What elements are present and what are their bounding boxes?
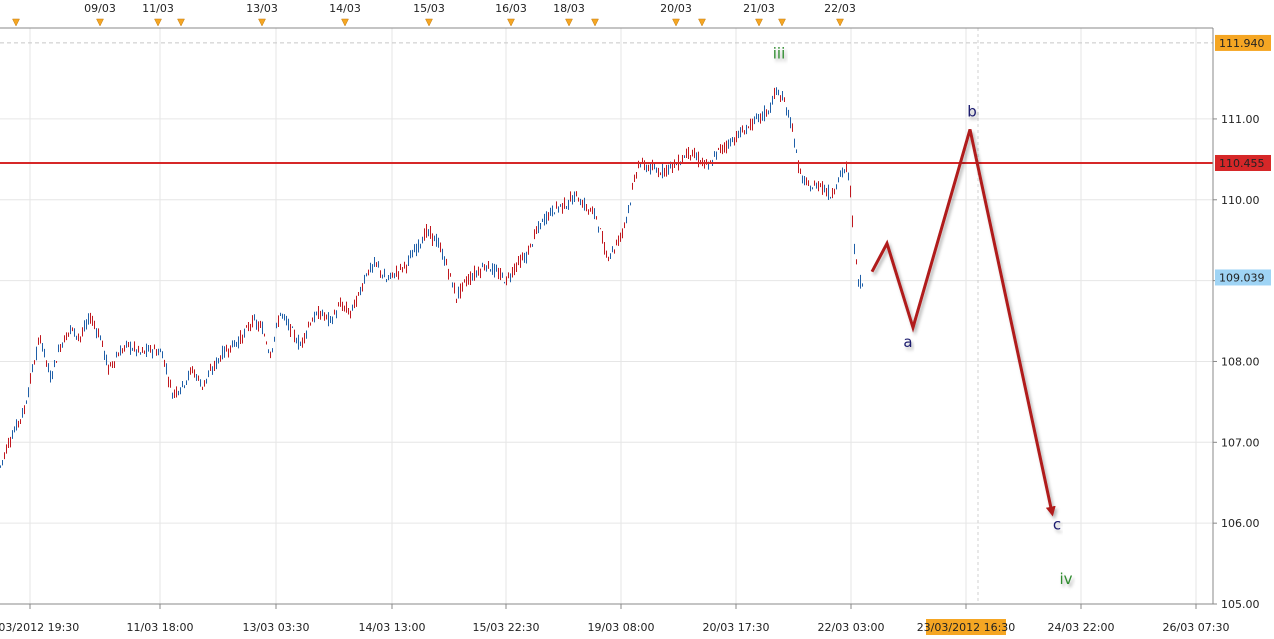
wave-label-iv: iv <box>1059 570 1072 588</box>
event-marker-icon <box>12 18 20 27</box>
time-axis: 07/03/2012 19:30 11/03 18:00 13/03 03:30 14… <box>0 604 1229 635</box>
event-marker-icon <box>154 18 162 27</box>
x-tick-label: 13/03 03:30 <box>243 621 310 634</box>
top-date-label: 15/03 <box>413 2 445 15</box>
x-tick-label: 24/03 22:00 <box>1048 621 1115 634</box>
x-tick-label: 14/03 13:00 <box>359 621 426 634</box>
y-tick-label: 106.00 <box>1221 517 1260 530</box>
price-tag-label: 111.940 <box>1219 37 1265 50</box>
x-tick-label: 15/03 22:30 <box>473 621 540 634</box>
y-tick-label: 107.00 <box>1221 436 1260 449</box>
event-marker-icon <box>755 18 763 27</box>
top-date-label: 20/03 <box>660 2 692 15</box>
event-marker-icon <box>177 18 185 27</box>
event-marker-icon <box>778 18 786 27</box>
price-levels <box>0 42 1213 164</box>
price-axis: 105.00106.00107.00108.00109.00110.00111.… <box>1213 34 1271 611</box>
y-tick-label: 108.00 <box>1221 355 1260 368</box>
event-marker-icon <box>96 18 104 27</box>
projection-line-group <box>870 129 1056 517</box>
x-tick-label: 22/03 03:00 <box>818 621 885 634</box>
y-tick-label: 110.00 <box>1221 194 1260 207</box>
price-tag <box>1215 269 1271 286</box>
wave-labels: iii a b c iv <box>773 44 1073 587</box>
wave-label-b: b <box>967 103 977 121</box>
top-date-label: 11/03 <box>142 2 174 15</box>
top-date-label: 16/03 <box>495 2 527 15</box>
x-tick-label: 23/03/2012 16:30 <box>917 621 1016 634</box>
event-marker-icon <box>258 18 266 27</box>
price-tag <box>1215 34 1271 51</box>
projection-line <box>870 129 1056 517</box>
projection-path <box>870 129 1056 517</box>
price-tag <box>1215 154 1271 171</box>
event-marker-icon <box>672 18 680 27</box>
event-marker-icon <box>698 18 706 27</box>
x-highlight-tag <box>926 619 1006 635</box>
wave-label-c: c <box>1053 516 1061 534</box>
candlesticks <box>0 87 863 468</box>
x-tick-label: 20/03 17:30 <box>703 621 770 634</box>
event-marker-icon <box>341 18 349 27</box>
x-tick-label: 19/03 08:00 <box>588 621 655 634</box>
top-date-label: 13/03 <box>246 2 278 15</box>
top-date-label: 09/03 <box>84 2 116 15</box>
top-date-label: 22/03 <box>824 2 856 15</box>
x-tick-label: 26/03 07:30 <box>1163 621 1230 634</box>
x-tick-label: 07/03/2012 19:30 <box>0 621 79 634</box>
plot-area <box>0 28 1213 604</box>
x-tick-label: 11/03 18:00 <box>127 621 194 634</box>
event-marker-icon <box>507 18 515 27</box>
event-marker-icon <box>425 18 433 27</box>
event-marker-icon <box>591 18 599 27</box>
wave-label-a: a <box>903 333 912 351</box>
y-tick-label: 111.00 <box>1221 113 1260 126</box>
price-tag-label: 109.039 <box>1219 271 1265 284</box>
top-date-label: 14/03 <box>329 2 361 15</box>
event-marker-icon <box>565 18 573 27</box>
event-marker-icon <box>836 18 844 27</box>
wave-label-iii: iii <box>773 44 786 62</box>
top-date-label: 18/03 <box>553 2 585 15</box>
top-date-label: 21/03 <box>743 2 775 15</box>
top-date-markers: 09/03 11/03 13/03 14/03 15/03 16/03 18/03 20/03… <box>12 2 856 27</box>
y-tick-label: 105.00 <box>1221 598 1260 611</box>
price-tag-label: 110.455 <box>1219 157 1265 170</box>
